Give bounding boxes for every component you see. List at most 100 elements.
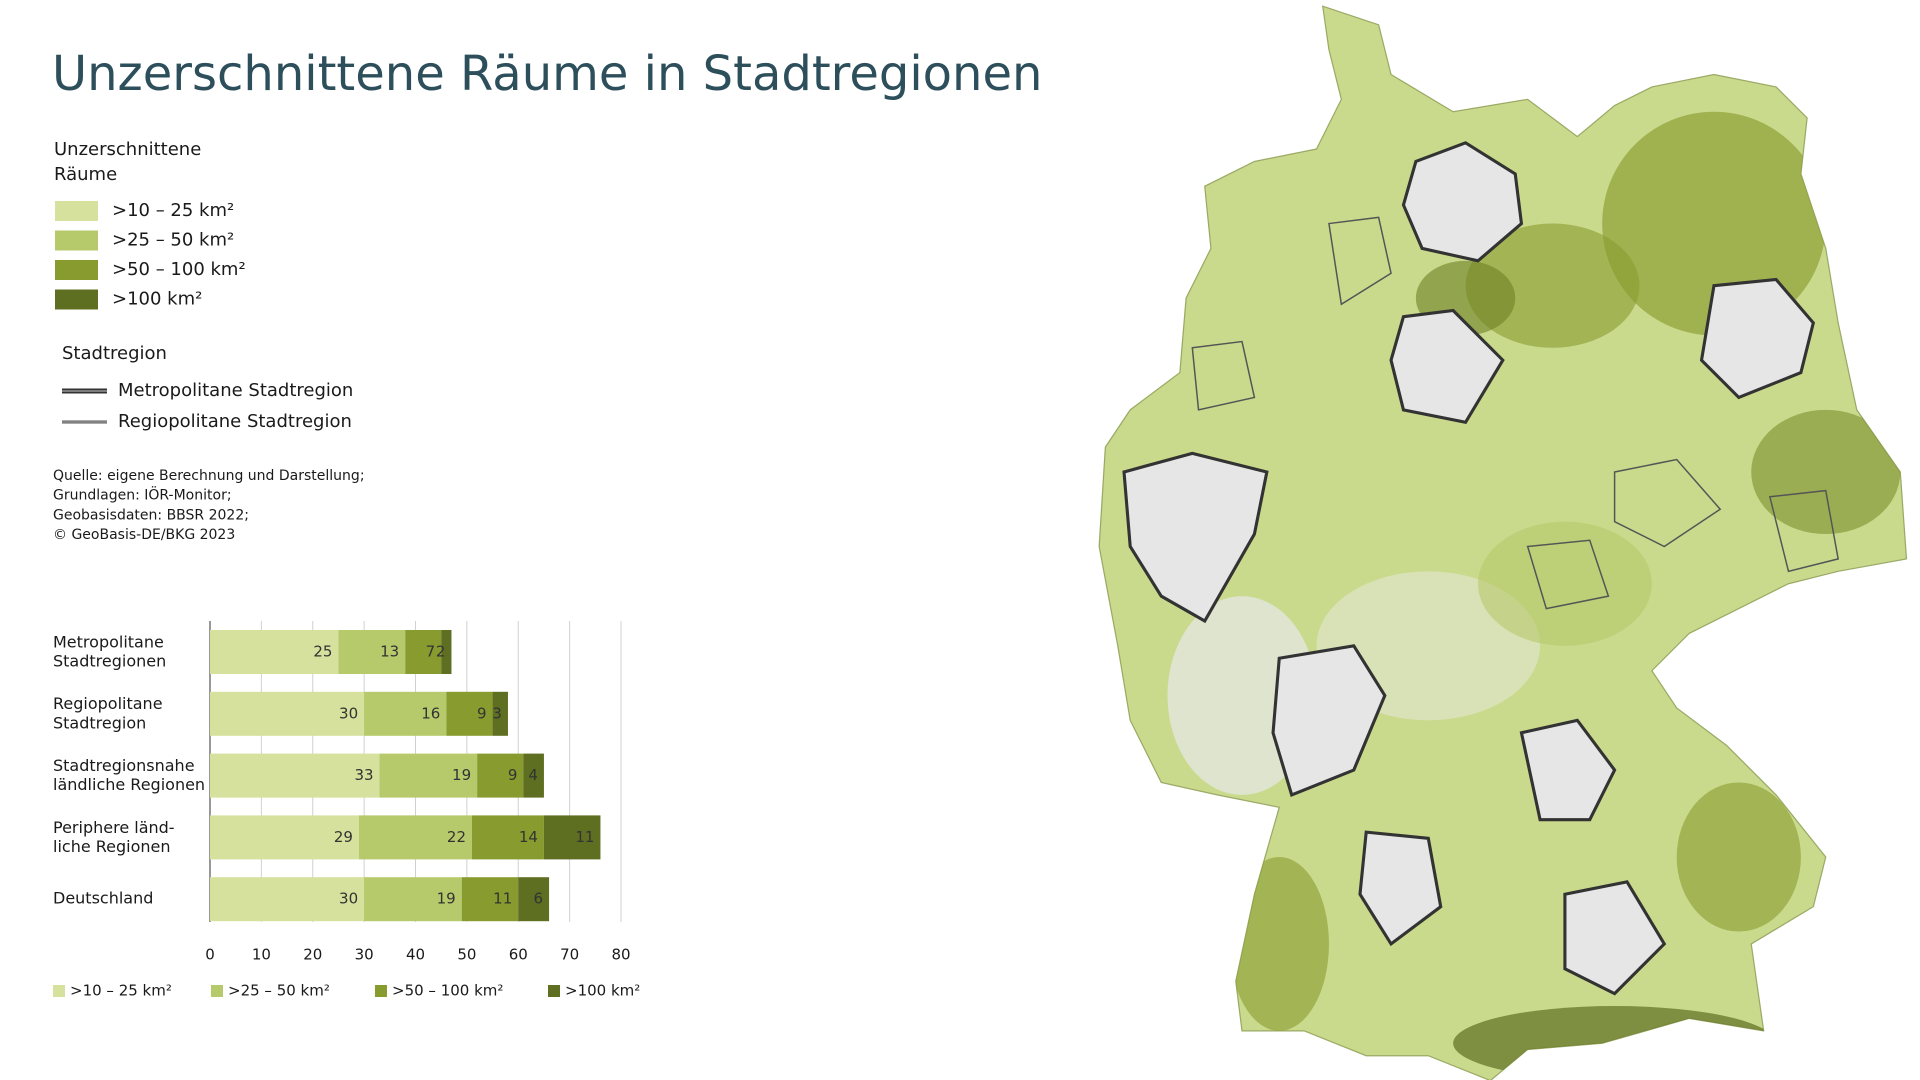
x-tick-label: 70 — [560, 946, 579, 964]
source-line: Grundlagen: IÖR-Monitor; — [53, 486, 232, 504]
category-label: Deutschland — [53, 889, 153, 908]
page-title: Unzerschnittene Räume in Stadtregionen — [52, 46, 1042, 102]
legend-label: >25 – 50 km² — [228, 982, 330, 1000]
regiopolitan-regions — [1191, 216, 1840, 610]
region-outline — [1519, 718, 1617, 822]
map-patch — [1453, 1006, 1777, 1080]
bar-segment — [210, 630, 339, 674]
x-tick-label: 60 — [509, 946, 528, 964]
value-label: 3 — [492, 704, 502, 722]
value-label: 19 — [437, 890, 456, 908]
x-tick-label: 80 — [611, 946, 630, 964]
bar-segment — [446, 691, 493, 736]
value-label: 11 — [493, 890, 512, 908]
legend-label: >25 – 50 km² — [112, 230, 234, 251]
region-outline — [1122, 451, 1269, 624]
bar-segment — [210, 815, 359, 860]
legend-label: >10 – 25 km² — [112, 200, 234, 221]
value-label: 22 — [447, 828, 466, 846]
bar-segment — [543, 815, 601, 860]
legend-label: >50 – 100 km² — [392, 982, 503, 1000]
bar-segment — [364, 877, 462, 922]
x-tick-label: 20 — [303, 946, 322, 964]
value-label: 33 — [354, 766, 373, 784]
category-label: Metropolitane Stadtregionen — [53, 632, 166, 670]
map-patch — [1465, 223, 1640, 348]
map-patch — [1229, 856, 1329, 1031]
bar-segment — [210, 691, 365, 736]
source: Quelle: eigene Berechnung und Darstellun… — [53, 468, 365, 543]
bar-segment — [405, 630, 442, 674]
region-outline — [1768, 489, 1840, 573]
region-outline — [1526, 539, 1610, 610]
value-label: 25 — [313, 643, 332, 661]
bar-segment — [358, 815, 473, 860]
value-label: 16 — [421, 704, 440, 722]
value-label: 30 — [339, 890, 358, 908]
legend-swatch — [55, 201, 98, 221]
value-label: 7 — [426, 643, 436, 661]
map-patch — [1751, 409, 1901, 535]
metropolitan-regions — [1122, 141, 1816, 996]
bar-segment — [472, 815, 544, 860]
source-line: © GeoBasis-DE/BKG 2023 — [53, 527, 235, 543]
legend-swatch — [53, 985, 65, 997]
region-legend: Stadtregion Metropolitane Stadtregion Re… — [62, 343, 353, 432]
legend-label: >50 – 100 km² — [112, 259, 246, 280]
value-label: 6 — [534, 890, 544, 908]
region-outline — [1401, 141, 1524, 263]
category-label: Stadtregionsnahe ländliche Regionen — [53, 756, 205, 794]
legend-title: Unzerschnittene — [54, 139, 201, 160]
legend-label: >100 km² — [565, 982, 640, 1000]
legend-swatch — [55, 230, 98, 251]
region-outline — [1358, 830, 1443, 947]
value-label: 9 — [508, 766, 518, 784]
region-outline — [1389, 308, 1505, 425]
value-label: 29 — [334, 828, 353, 846]
bar-segment — [338, 630, 406, 674]
bar-segment — [210, 877, 365, 922]
legend-swatch — [55, 289, 98, 310]
bar-segment — [477, 753, 524, 798]
value-label: 11 — [575, 828, 594, 846]
legend-swatch — [375, 985, 387, 997]
value-label: 30 — [339, 704, 358, 722]
bar-segment — [523, 753, 544, 798]
map-patch — [1477, 521, 1652, 646]
region-outline — [1328, 216, 1392, 306]
legend-swatch — [211, 985, 223, 997]
value-label: 19 — [452, 766, 471, 784]
region-outline — [1699, 277, 1816, 400]
value-label: 2 — [436, 643, 446, 661]
legend-label: Regiopolitane Stadtregion — [118, 411, 352, 432]
legend-swatch — [55, 260, 98, 280]
source-line: Geobasisdaten: BBSR 2022; — [53, 507, 249, 523]
bar-segment — [364, 691, 447, 736]
region-outline — [1271, 644, 1387, 797]
region-outline — [1613, 458, 1722, 548]
bar-segment — [518, 877, 550, 922]
x-tick-label: 0 — [205, 946, 215, 964]
region-outline — [1563, 880, 1667, 996]
legend-label: >100 km² — [112, 289, 202, 310]
legend-label: >10 – 25 km² — [70, 982, 172, 1000]
category-label: Regiopolitane Stadtregion — [53, 694, 163, 732]
x-tick-label: 50 — [457, 946, 476, 964]
value-label: 9 — [477, 704, 487, 722]
region-outline — [1191, 340, 1256, 411]
value-label: 14 — [519, 828, 538, 846]
map-patch — [1676, 782, 1801, 932]
bar-segment — [210, 753, 380, 798]
legend-swatch — [548, 985, 560, 997]
x-tick-label: 40 — [406, 946, 425, 964]
legend-title: Räume — [54, 164, 117, 185]
bar-segment — [441, 630, 452, 674]
x-tick-label: 30 — [355, 946, 374, 964]
bar-segment — [379, 753, 478, 798]
bar-segment — [461, 877, 519, 922]
x-tick-label: 10 — [252, 946, 271, 964]
legend-label: Metropolitane Stadtregion — [118, 380, 353, 401]
value-label: 4 — [528, 766, 538, 784]
